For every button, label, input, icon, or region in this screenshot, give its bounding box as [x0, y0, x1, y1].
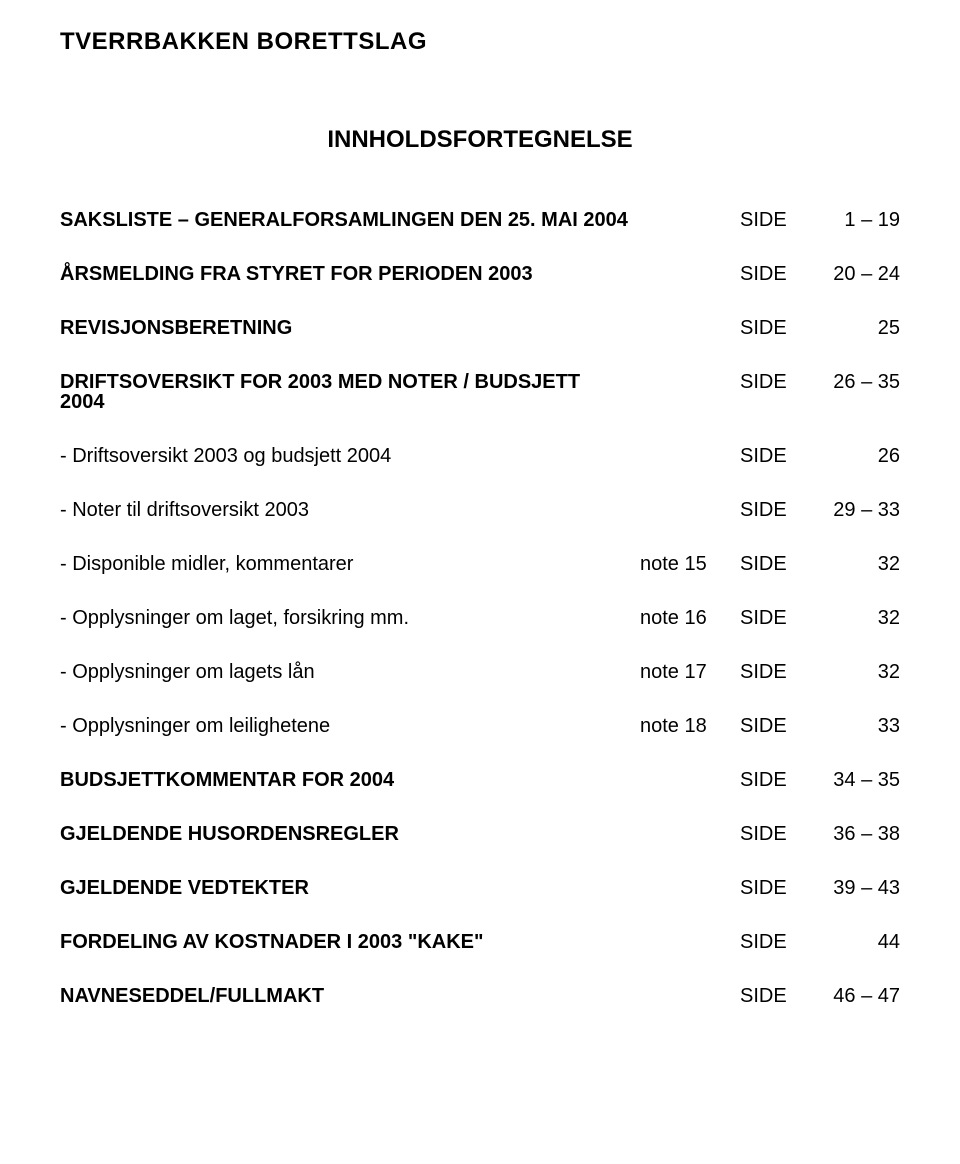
toc-pages: 32: [810, 662, 900, 682]
side-word: SIDE: [740, 716, 810, 736]
toc-label: - Disponible midler, kommentarer: [60, 554, 630, 574]
toc-row: - Opplysninger om lagets lånnote 17SIDE3…: [60, 662, 900, 682]
toc-label: - Driftsoversikt 2003 og budsjett 2004: [60, 446, 630, 466]
toc-row: FORDELING AV KOSTNADER I 2003 "KAKE" SIDE…: [60, 932, 900, 952]
toc-label: - Opplysninger om lagets lån: [60, 662, 630, 682]
side-word: SIDE: [740, 264, 810, 284]
toc-label: ÅRSMELDING FRA STYRET FOR PERIODEN 2003: [60, 264, 630, 284]
toc-row: GJELDENDE HUSORDENSREGLER SIDE36 – 38: [60, 824, 900, 844]
toc-pages: 20 – 24: [810, 264, 900, 284]
toc-pages: 33: [810, 716, 900, 736]
toc-pages: 46 – 47: [810, 986, 900, 1006]
side-word: SIDE: [740, 770, 810, 790]
toc-pages: 32: [810, 608, 900, 628]
side-word: SIDE: [740, 608, 810, 628]
side-word: SIDE: [740, 554, 810, 574]
toc-label: - Noter til driftsoversikt 2003: [60, 500, 630, 520]
document-page: TVERRBAKKEN BORETTSLAG INNHOLDSFORTEGNEL…: [0, 0, 960, 1164]
toc-row: - Noter til driftsoversikt 2003 SIDE29 – …: [60, 500, 900, 520]
side-word: SIDE: [740, 210, 810, 230]
toc-label: BUDSJETTKOMMENTAR FOR 2004: [60, 770, 630, 790]
toc-row: DRIFTSOVERSIKT FOR 2003 MED NOTER / BUDS…: [60, 372, 900, 412]
toc-label: NAVNESEDDEL/FULLMAKT: [60, 986, 630, 1006]
toc-label: FORDELING AV KOSTNADER I 2003 "KAKE": [60, 932, 630, 952]
toc-note: note 15: [630, 554, 740, 574]
toc-pages: 32: [810, 554, 900, 574]
toc-pages: 26 – 35: [810, 372, 900, 392]
toc-row: GJELDENDE VEDTEKTER SIDE39 – 43: [60, 878, 900, 898]
toc-label: GJELDENDE VEDTEKTER: [60, 878, 630, 898]
toc-list: SAKSLISTE – GENERALFORSAMLINGEN DEN 25. …: [60, 210, 900, 1006]
toc-label: - Opplysninger om laget, forsikring mm.: [60, 608, 630, 628]
toc-label: DRIFTSOVERSIKT FOR 2003 MED NOTER / BUDS…: [60, 372, 630, 412]
organization-name: TVERRBAKKEN BORETTSLAG: [60, 28, 900, 56]
side-word: SIDE: [740, 986, 810, 1006]
toc-pages: 34 – 35: [810, 770, 900, 790]
toc-note: note 16: [630, 608, 740, 628]
toc-note: note 17: [630, 662, 740, 682]
toc-label: GJELDENDE HUSORDENSREGLER: [60, 824, 630, 844]
toc-label: - Opplysninger om leilighetene: [60, 716, 630, 736]
toc-title: INNHOLDSFORTEGNELSE: [60, 126, 900, 154]
toc-row: REVISJONSBERETNING SIDE25: [60, 318, 900, 338]
toc-row: - Driftsoversikt 2003 og budsjett 2004 SI…: [60, 446, 900, 466]
toc-row: - Opplysninger om laget, forsikring mm.n…: [60, 608, 900, 628]
toc-pages: 39 – 43: [810, 878, 900, 898]
toc-pages: 29 – 33: [810, 500, 900, 520]
toc-row: NAVNESEDDEL/FULLMAKT SIDE46 – 47: [60, 986, 900, 1006]
side-word: SIDE: [740, 500, 810, 520]
toc-pages: 1 – 19: [810, 210, 900, 230]
toc-note: note 18: [630, 716, 740, 736]
toc-pages: 26: [810, 446, 900, 466]
toc-row: SAKSLISTE – GENERALFORSAMLINGEN DEN 25. …: [60, 210, 900, 230]
toc-pages: 44: [810, 932, 900, 952]
toc-row: BUDSJETTKOMMENTAR FOR 2004 SIDE34 – 35: [60, 770, 900, 790]
toc-label: SAKSLISTE – GENERALFORSAMLINGEN DEN 25. …: [60, 210, 630, 230]
toc-pages: 36 – 38: [810, 824, 900, 844]
toc-label: REVISJONSBERETNING: [60, 318, 630, 338]
side-word: SIDE: [740, 824, 810, 844]
side-word: SIDE: [740, 446, 810, 466]
side-word: SIDE: [740, 878, 810, 898]
toc-row: ÅRSMELDING FRA STYRET FOR PERIODEN 2003 S…: [60, 264, 900, 284]
toc-pages: 25: [810, 318, 900, 338]
toc-row: - Disponible midler, kommentarernote 15S…: [60, 554, 900, 574]
side-word: SIDE: [740, 372, 810, 392]
side-word: SIDE: [740, 318, 810, 338]
side-word: SIDE: [740, 932, 810, 952]
toc-row: - Opplysninger om leilighetenenote 18SID…: [60, 716, 900, 736]
side-word: SIDE: [740, 662, 810, 682]
